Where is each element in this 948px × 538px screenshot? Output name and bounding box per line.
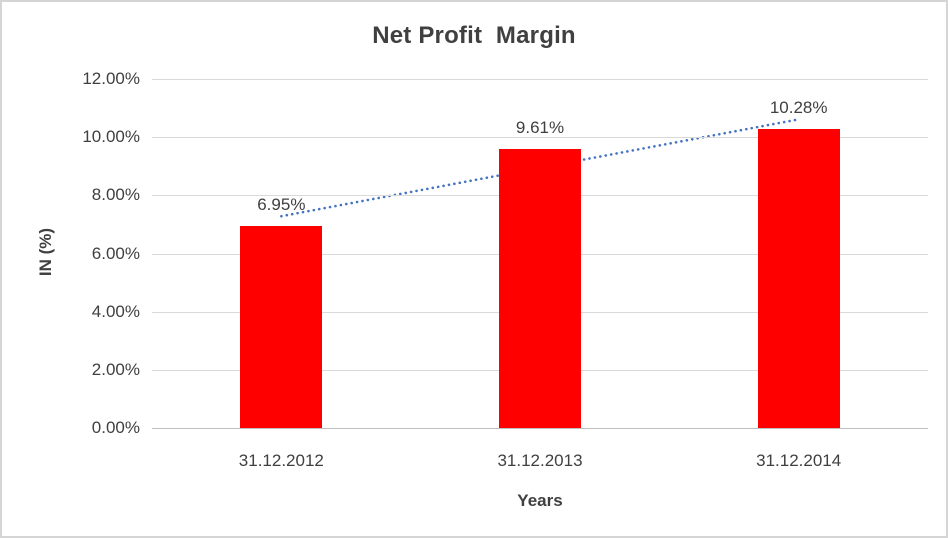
bar-data-label: 6.95% [257, 194, 306, 214]
x-axis-line [152, 428, 928, 429]
gridline [152, 137, 928, 139]
bar [499, 148, 581, 428]
bar [240, 225, 323, 428]
x-tick-label: 31.12.2014 [756, 451, 842, 470]
x-axis-title: Years [517, 491, 563, 510]
bar-data-label: 10.28% [769, 98, 828, 118]
gridline [152, 79, 928, 80]
y-tick-label: 8.00% [91, 185, 140, 205]
y-tick-label: 2.00% [91, 359, 140, 379]
x-tick-label: 31.12.2012 [238, 451, 324, 470]
x-tick-label: 31.12.2013 [497, 451, 583, 470]
y-axis-title: IN (%) [36, 227, 55, 277]
bar [757, 129, 840, 428]
y-tick-label: 4.00% [91, 301, 140, 321]
y-tick-label: 6.00% [91, 243, 140, 263]
y-tick-label: 10.00% [82, 127, 140, 147]
bar-data-label: 9.61% [515, 117, 565, 137]
chart-title: Net Profit Margin [372, 22, 576, 49]
y-tick-label: 0.00% [91, 418, 140, 437]
y-tick-label: 12.00% [82, 69, 140, 88]
